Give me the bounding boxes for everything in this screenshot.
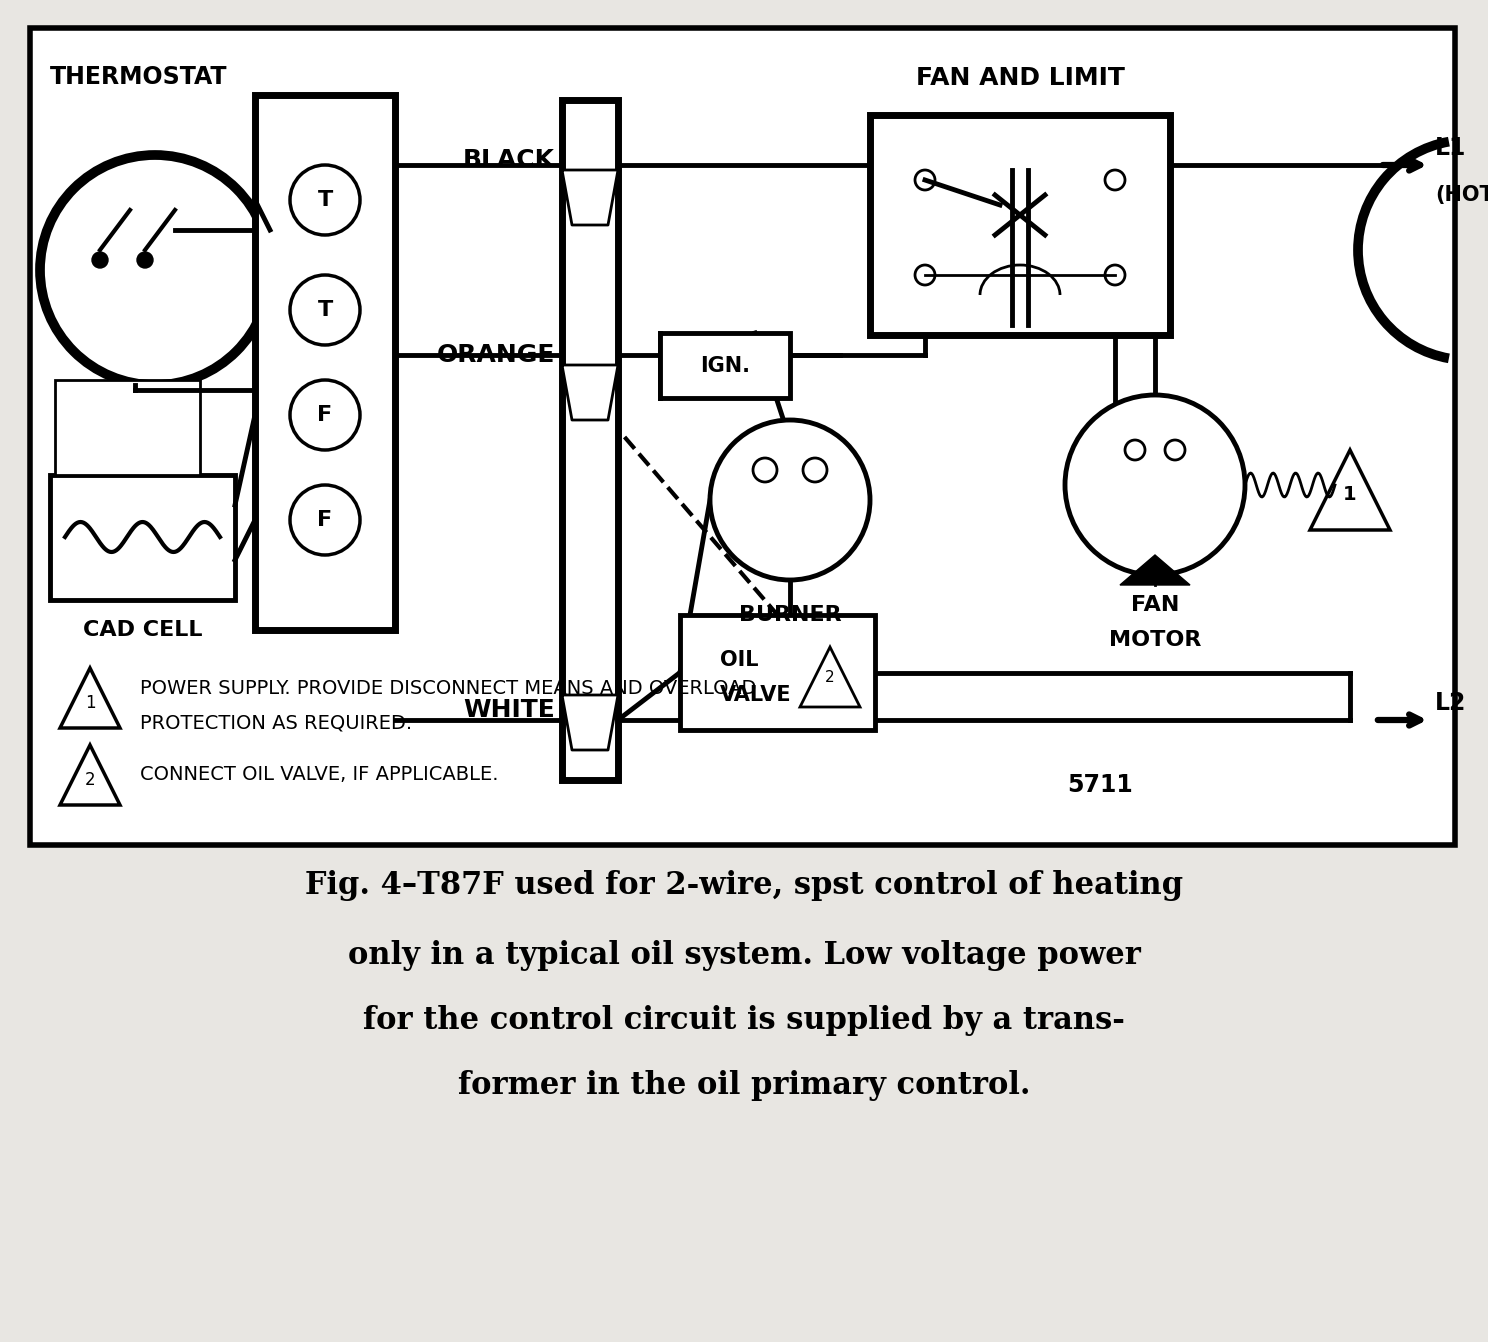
Text: THERMOSTAT: THERMOSTAT (51, 64, 228, 89)
Text: WHITE: WHITE (463, 698, 555, 722)
Polygon shape (1120, 556, 1190, 585)
Text: IGN.: IGN. (699, 356, 750, 376)
Bar (562, 101, 618, 780)
Text: 2: 2 (85, 772, 95, 789)
Text: FAN: FAN (1131, 595, 1178, 615)
Text: OIL: OIL (720, 650, 759, 670)
Circle shape (1065, 395, 1245, 574)
Circle shape (710, 420, 870, 580)
Text: CAD CELL: CAD CELL (83, 620, 202, 640)
Text: 2: 2 (826, 670, 835, 684)
Polygon shape (562, 365, 618, 420)
Text: BURNER: BURNER (738, 605, 841, 625)
Text: VALVE: VALVE (720, 684, 792, 705)
Text: 5711: 5711 (1067, 773, 1132, 797)
Circle shape (1106, 264, 1125, 285)
Circle shape (915, 264, 934, 285)
Text: PROTECTION AS REQUIRED.: PROTECTION AS REQUIRED. (140, 714, 412, 733)
Text: F: F (317, 510, 332, 530)
Text: 1: 1 (1344, 486, 1357, 505)
Text: only in a typical oil system. Low voltage power: only in a typical oil system. Low voltag… (348, 939, 1140, 972)
Text: for the control circuit is supplied by a trans-: for the control circuit is supplied by a… (363, 1005, 1125, 1036)
Bar (55, 380, 199, 475)
Text: L1: L1 (1434, 136, 1466, 160)
Text: F: F (317, 405, 332, 425)
Text: MOTOR: MOTOR (1109, 629, 1201, 650)
Bar (254, 95, 394, 629)
Text: L2: L2 (1434, 691, 1466, 715)
Text: T: T (317, 301, 333, 319)
Bar (680, 615, 875, 730)
Text: ORANGE: ORANGE (436, 344, 555, 366)
Circle shape (804, 458, 827, 482)
Circle shape (290, 275, 360, 345)
Text: (HOT): (HOT) (1434, 185, 1488, 205)
Bar (30, 28, 1455, 845)
Circle shape (1165, 440, 1184, 460)
Circle shape (1106, 170, 1125, 191)
Circle shape (915, 170, 934, 191)
Text: 1: 1 (85, 694, 95, 713)
Bar (870, 115, 1170, 336)
Polygon shape (562, 695, 618, 750)
Text: Fig. 4–T87F used for 2-wire, spst control of heating: Fig. 4–T87F used for 2-wire, spst contro… (305, 870, 1183, 900)
Text: CONNECT OIL VALVE, IF APPLICABLE.: CONNECT OIL VALVE, IF APPLICABLE. (140, 765, 498, 785)
Text: BLACK: BLACK (463, 148, 555, 172)
Circle shape (92, 252, 109, 268)
Circle shape (290, 165, 360, 235)
Polygon shape (562, 170, 618, 225)
Text: T: T (317, 191, 333, 209)
Circle shape (753, 458, 777, 482)
Circle shape (290, 484, 360, 556)
Bar (661, 333, 790, 399)
Text: former in the oil primary control.: former in the oil primary control. (458, 1070, 1030, 1100)
Circle shape (1125, 440, 1144, 460)
Circle shape (290, 380, 360, 450)
Text: POWER SUPPLY. PROVIDE DISCONNECT MEANS AND OVERLOAD: POWER SUPPLY. PROVIDE DISCONNECT MEANS A… (140, 679, 756, 698)
Circle shape (40, 154, 269, 385)
Bar (51, 475, 235, 600)
Circle shape (137, 252, 153, 268)
Text: FAN AND LIMIT: FAN AND LIMIT (915, 66, 1125, 90)
